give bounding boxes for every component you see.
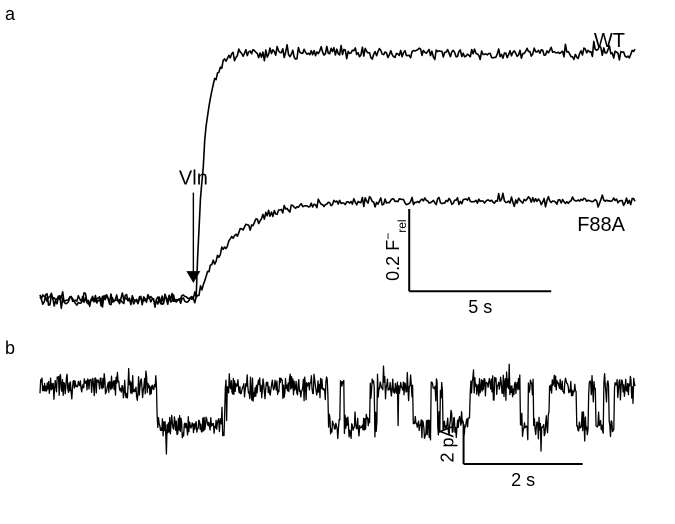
scalebar-b-xlabel: 2 s [511, 470, 535, 490]
label-wt: WT [594, 30, 625, 52]
stimulus-arrow-head [186, 271, 200, 283]
trace-f88a [40, 193, 635, 307]
stimulus-label: Vln [179, 168, 208, 190]
panel-a-label: a [5, 4, 16, 24]
scalebar-a-xlabel: 5 s [468, 297, 492, 317]
trace-wt [40, 41, 635, 308]
scalebar-b-ylabel: 2 pA [438, 425, 458, 462]
scalebar-a-ylabel: 0.2 F−rel [381, 219, 409, 280]
single-channel-trace [40, 364, 635, 454]
panel-b-label: b [5, 338, 15, 358]
label-f88a: F88A [577, 214, 625, 236]
